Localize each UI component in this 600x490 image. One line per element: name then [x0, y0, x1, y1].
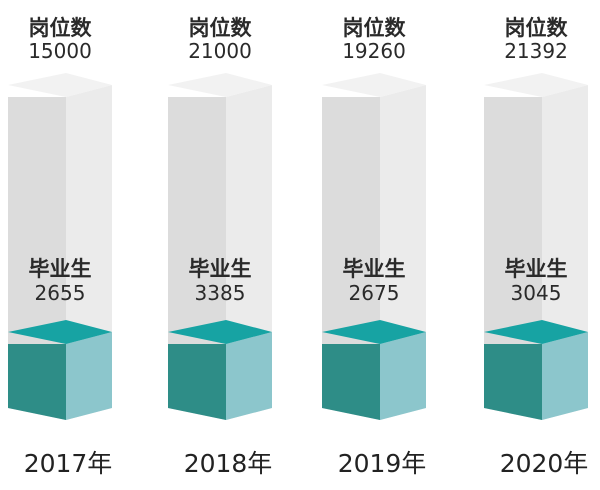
label-jobs-name-2: 岗位数 — [343, 16, 407, 40]
bar-grads-0-front — [8, 344, 66, 420]
label-grads-value-0: 2655 — [35, 281, 86, 305]
bar-grads-1-side — [226, 332, 272, 420]
bar-grads-3-front — [484, 344, 542, 420]
bar-grads-2-side — [380, 332, 426, 420]
x-tick-label-1: 2018年 — [184, 449, 273, 478]
x-tick-label-2: 2019年 — [338, 449, 427, 478]
bar-jobs-0-top — [8, 73, 112, 97]
label-grads-value-1: 3385 — [195, 281, 246, 305]
x-tick-label-0: 2017年 — [24, 449, 113, 478]
bar-grads-0-top — [8, 320, 112, 344]
label-grads-name-3: 毕业生 — [505, 257, 568, 281]
bar-jobs-3-top — [484, 73, 588, 97]
label-grads-value-2: 2675 — [349, 281, 400, 305]
x-tick-label-3: 2020年 — [500, 449, 589, 478]
label-jobs-value-1: 21000 — [188, 39, 252, 63]
label-jobs-name-1: 岗位数 — [189, 16, 253, 40]
label-grads-name-1: 毕业生 — [189, 257, 252, 281]
label-jobs-value-3: 21392 — [504, 39, 568, 63]
bar-grads-3-top — [484, 320, 588, 344]
bar-grads-3-side — [542, 332, 588, 420]
label-grads-value-3: 3045 — [511, 281, 562, 305]
bar-grads-2-front — [322, 344, 380, 420]
label-jobs-value-2: 19260 — [342, 39, 406, 63]
label-jobs-name-0: 岗位数 — [29, 16, 93, 40]
bar-jobs-2-top — [322, 73, 426, 97]
label-grads-name-2: 毕业生 — [343, 257, 406, 281]
bar-grads-0-side — [66, 332, 112, 420]
bar-jobs-1-top — [168, 73, 272, 97]
bar-grads-2-top — [322, 320, 426, 344]
bar-grads-1-top — [168, 320, 272, 344]
bar-grads-1-front — [168, 344, 226, 420]
label-grads-name-0: 毕业生 — [29, 257, 92, 281]
label-jobs-name-3: 岗位数 — [505, 16, 569, 40]
label-jobs-value-0: 15000 — [28, 39, 92, 63]
